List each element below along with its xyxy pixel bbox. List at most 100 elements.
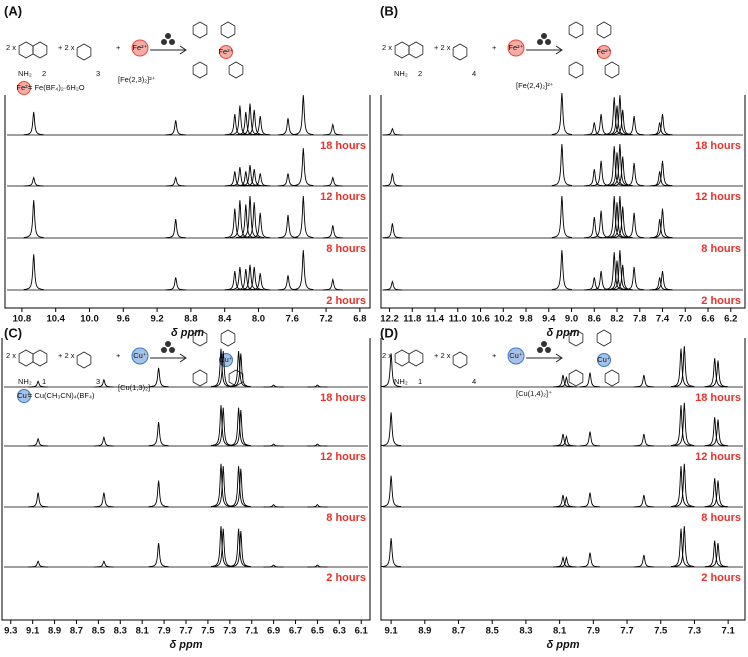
x-tick-label: 7.6 xyxy=(286,314,299,325)
heat-dot xyxy=(545,347,551,353)
x-tick-label: 8.6 xyxy=(588,314,601,325)
peak xyxy=(381,475,402,508)
peak xyxy=(28,560,49,568)
scheme-text: 4 xyxy=(472,69,476,78)
peak xyxy=(165,176,186,187)
x-tick-label: 6.7 xyxy=(289,626,302,637)
scheme-text: Fe²⁺ xyxy=(218,47,233,56)
peak xyxy=(307,504,328,508)
scheme-text: NH₂ xyxy=(18,69,32,78)
peak xyxy=(551,92,572,135)
x-tick-label: 6.9 xyxy=(267,626,280,637)
series-label: 2 hours xyxy=(701,295,741,307)
x-tick-label: 9.6 xyxy=(117,314,130,325)
scheme-text: = Fe(BF₄)₂·6H₂O xyxy=(28,83,85,92)
scheme-text: Cu⁺ xyxy=(509,351,523,360)
scheme-text: + 2 x xyxy=(434,43,451,52)
scheme-text: Fe²⁺ xyxy=(508,43,523,52)
peak xyxy=(28,437,49,447)
peak xyxy=(580,372,600,388)
peak xyxy=(381,412,402,447)
x-tick-label: 9.1 xyxy=(26,626,40,637)
x-tick-label: 10.0 xyxy=(80,314,99,325)
peak xyxy=(624,212,645,239)
series-label: 18 hours xyxy=(320,140,366,152)
peak xyxy=(382,127,403,136)
series-label: 18 hours xyxy=(695,392,741,404)
peak xyxy=(244,109,265,136)
peak xyxy=(382,223,403,239)
ring xyxy=(568,61,584,79)
x-tick-label: 6.2 xyxy=(724,314,737,325)
peak xyxy=(604,252,625,290)
scheme-text: [Fe(2,3)₂]²⁺ xyxy=(118,75,156,84)
x-tick-label: 8.4 xyxy=(218,314,232,325)
peak xyxy=(551,195,572,238)
ring xyxy=(192,329,208,347)
scheme-text: + xyxy=(116,43,121,52)
peak xyxy=(624,266,645,291)
peak xyxy=(263,443,284,447)
arrow xyxy=(150,353,187,363)
peak xyxy=(584,169,605,187)
peak xyxy=(93,378,114,388)
peak xyxy=(652,271,673,291)
scheme-text: 2 x xyxy=(6,43,16,52)
peak xyxy=(552,433,574,447)
x-tick-label: 11.4 xyxy=(426,314,445,325)
x-tick-label: 7.4 xyxy=(656,314,670,325)
x-tick-label: 7.3 xyxy=(223,626,236,637)
x-tick-label: 8.3 xyxy=(114,626,127,637)
peak xyxy=(239,195,261,238)
x-tick-label: 7.5 xyxy=(654,626,668,637)
x-tick-label: 7.3 xyxy=(688,626,701,637)
peak xyxy=(604,195,625,238)
peak xyxy=(704,478,725,508)
peak xyxy=(580,431,600,447)
peak xyxy=(381,538,402,568)
peak xyxy=(93,560,114,568)
x-tick-label: 7.9 xyxy=(157,626,170,637)
peak xyxy=(210,463,232,507)
ring xyxy=(228,61,244,79)
x-tick-label: 6.6 xyxy=(701,314,714,325)
peak xyxy=(708,480,728,508)
peak xyxy=(584,122,605,136)
series-label: 2 hours xyxy=(701,572,741,584)
peak xyxy=(382,173,403,187)
ring xyxy=(596,21,612,39)
x-axis-label: δ ppm xyxy=(547,327,580,339)
peak xyxy=(148,542,169,568)
peak xyxy=(556,434,577,447)
peak xyxy=(278,118,298,136)
peak xyxy=(671,348,691,387)
peak xyxy=(671,466,691,507)
scheme-text: Fe²⁺ xyxy=(596,47,611,56)
peak xyxy=(580,552,600,568)
x-tick-label: 8.7 xyxy=(70,626,83,637)
series-label: 12 hours xyxy=(320,191,366,203)
frame xyxy=(4,95,371,309)
peak xyxy=(263,384,284,388)
peak xyxy=(165,277,186,291)
peak xyxy=(230,409,251,447)
peak xyxy=(263,504,284,508)
scheme-text: + 2 x xyxy=(434,351,451,360)
x-tick-label: 8.5 xyxy=(92,626,106,637)
arrow xyxy=(150,45,187,55)
x-axis-label: δ ppm xyxy=(171,327,204,339)
peak xyxy=(671,405,691,446)
x-axis-label: δ ppm xyxy=(170,639,203,651)
peak xyxy=(230,530,251,568)
peak xyxy=(240,103,260,136)
scheme-text: + xyxy=(492,351,497,360)
x-tick-label: 9.0 xyxy=(565,314,578,325)
peak xyxy=(551,143,572,186)
scheme-text: 2 xyxy=(418,69,422,78)
ring xyxy=(76,43,92,61)
scheme-text: [Cu(1,4)₂]⁺ xyxy=(516,389,552,398)
peak xyxy=(293,148,314,186)
arrow xyxy=(526,45,563,55)
peak xyxy=(552,494,574,508)
peak xyxy=(604,97,625,135)
